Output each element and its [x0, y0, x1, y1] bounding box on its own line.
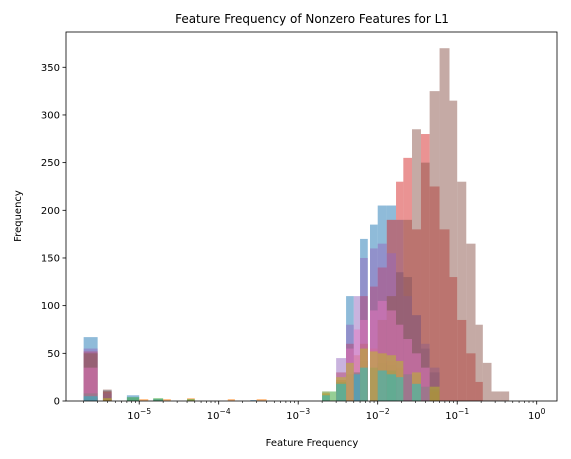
histogram-bar [360, 367, 368, 401]
histogram-bar [420, 162, 430, 401]
histogram-bar [403, 339, 412, 401]
histogram-bar [102, 389, 112, 401]
x-tick-label: 10−1 [445, 407, 469, 422]
histogram-bar [396, 377, 404, 401]
y-tick-label: 300 [41, 110, 60, 121]
histogram-bar [227, 399, 235, 401]
histogram-bar [102, 398, 112, 401]
x-axis-title: Feature Frequency [266, 438, 359, 449]
histogram-bar [429, 386, 440, 401]
histogram-bar [412, 383, 421, 401]
plot-frame [65, 31, 558, 402]
x-tick-label: 10−3 [286, 407, 310, 422]
x-tick-label: 10−5 [127, 407, 151, 422]
y-tick-label: 250 [41, 158, 60, 169]
x-tick-label: 100 [528, 407, 546, 422]
histogram-bar [336, 383, 347, 401]
x-axis: 10−5 10−4 10−3 10−2 10−1 100 [83, 401, 546, 422]
histogram-bar [353, 374, 361, 401]
y-tick-label: 200 [41, 206, 60, 217]
histogram-bar [163, 399, 171, 401]
histogram-bar [420, 386, 430, 401]
histogram-bars [83, 48, 510, 402]
y-tick-label: 350 [41, 63, 60, 74]
histogram-bar [429, 91, 440, 402]
histogram-bar [457, 181, 467, 401]
histogram-bar [412, 129, 421, 401]
y-tick-label: 50 [47, 349, 60, 360]
histogram-bar [153, 398, 164, 401]
histogram-bar [83, 396, 98, 401]
histogram-bar [250, 400, 257, 401]
histogram-bar [500, 391, 510, 401]
histogram-bar [370, 351, 378, 401]
histogram-bar [83, 367, 98, 401]
histogram-bar [353, 329, 361, 401]
histogram-bar [139, 399, 149, 401]
chart-title: Feature Frequency of Nonzero Features fo… [175, 12, 449, 26]
histogram-bar [377, 300, 387, 401]
histogram-bar [482, 362, 492, 401]
histogram-bar [322, 395, 330, 401]
histogram-bar [377, 370, 387, 401]
histogram-bar [449, 100, 458, 402]
y-axis-title: Frequency [13, 190, 24, 242]
histogram-bar [491, 391, 501, 401]
histogram-bar [346, 362, 354, 401]
histogram-bar [439, 48, 450, 402]
x-tick-label: 10−4 [207, 407, 231, 422]
y-tick-label: 150 [41, 253, 60, 264]
y-tick-label: 100 [41, 301, 60, 312]
histogram-bar [466, 243, 476, 401]
x-tick-label: 10−2 [366, 407, 390, 422]
histogram-bar [329, 391, 337, 401]
histogram-bar [475, 324, 483, 401]
histogram-bar [386, 374, 397, 401]
histogram-bar [403, 219, 412, 401]
histogram-bar [126, 397, 140, 401]
histogram-bar [187, 399, 195, 401]
histogram-bar [420, 367, 430, 401]
y-tick-label: 0 [54, 397, 60, 408]
y-axis: 0 50 100 150 200 250 300 350 [41, 63, 66, 408]
histogram-bar [256, 399, 267, 401]
histogram-bar [403, 374, 412, 401]
